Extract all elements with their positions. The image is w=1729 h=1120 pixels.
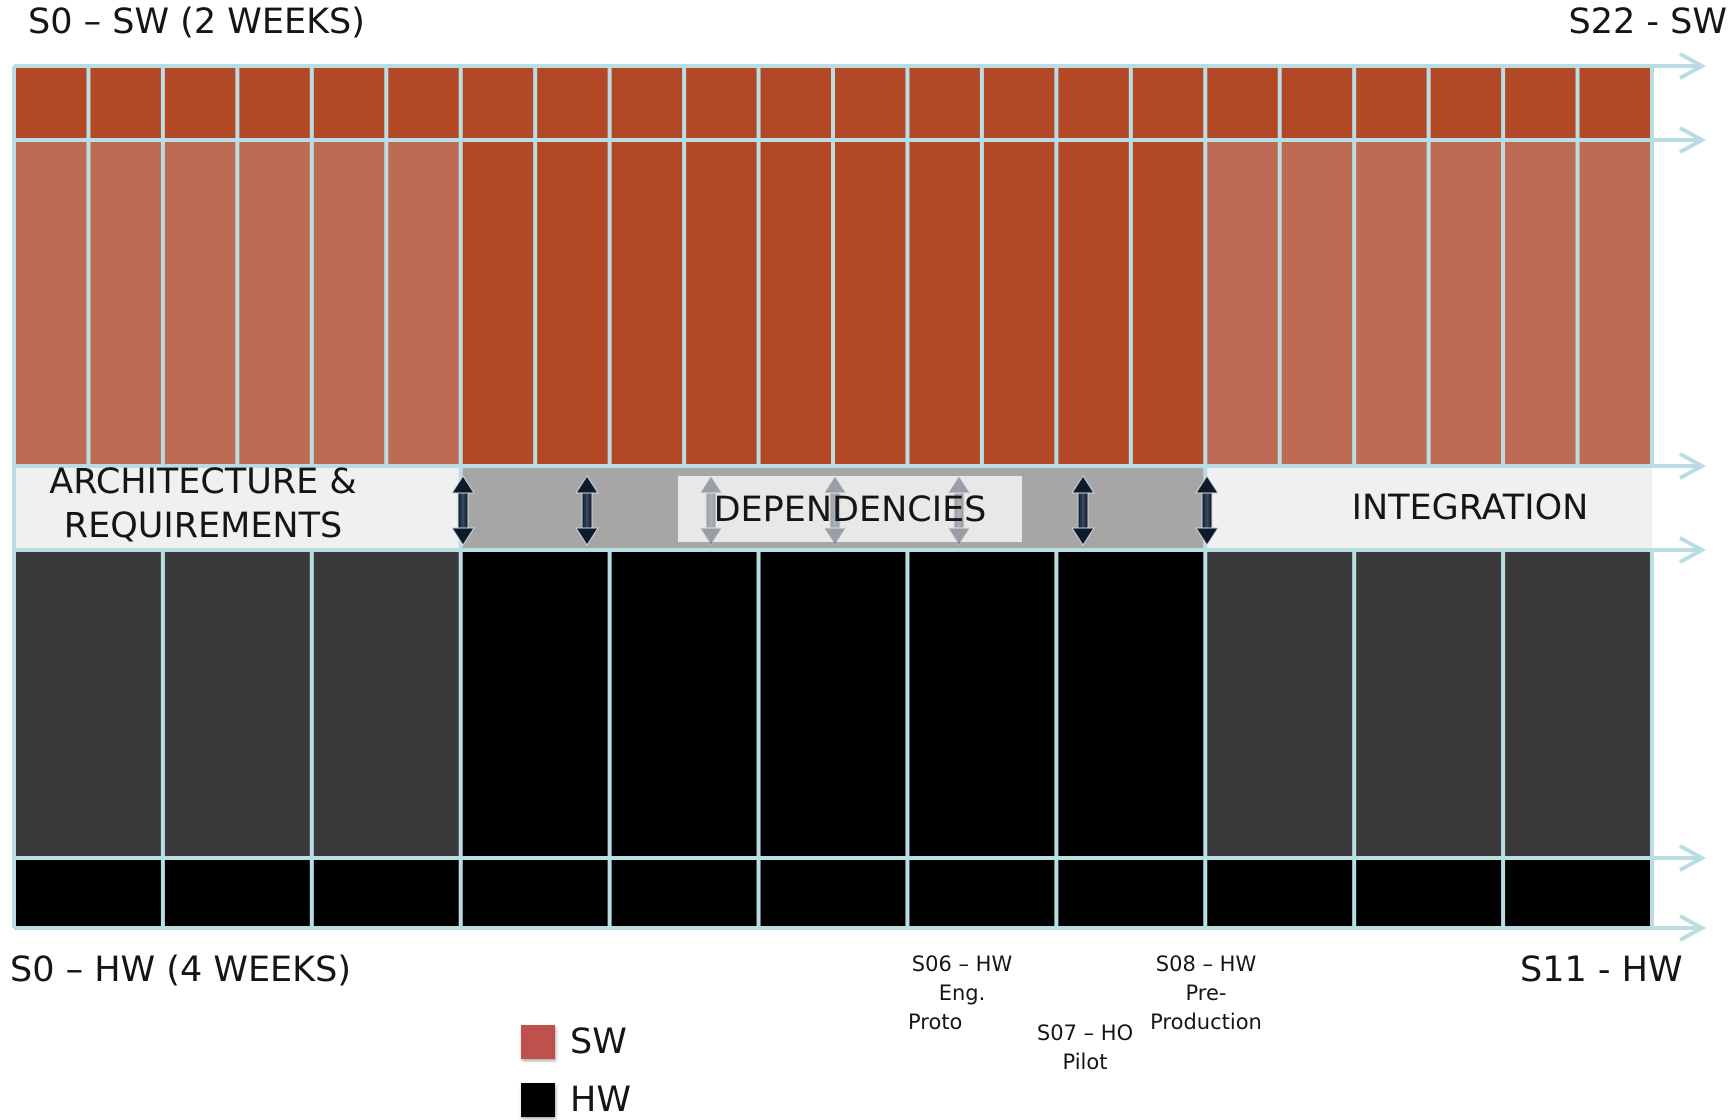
legend-sw-swatch bbox=[521, 1025, 555, 1059]
sprint-grid-lines bbox=[12, 64, 1654, 930]
dependency-arrow bbox=[451, 475, 475, 546]
timeline-arrow-head bbox=[1679, 452, 1707, 480]
sw-start-label: S0 – SW (2 WEEKS) bbox=[28, 2, 365, 42]
timeline-arrow-head bbox=[1679, 914, 1707, 942]
arrow-head-up bbox=[699, 475, 723, 494]
arrow-head-up bbox=[1195, 475, 1219, 494]
milestone-s07-line2: Pilot bbox=[1062, 1050, 1108, 1074]
hw-integration-fill bbox=[1205, 550, 1652, 858]
arrow-shaft bbox=[829, 491, 841, 530]
hw-dependencies-fill bbox=[460, 550, 1206, 858]
milestone-s06: S06 – HW Eng. Proto bbox=[900, 950, 1024, 1034]
hw-sprint-row-bottom bbox=[14, 858, 1652, 928]
hw-architecture-fill bbox=[14, 550, 461, 858]
timeline-arrow-head bbox=[1679, 126, 1707, 154]
arrow-shaft bbox=[581, 491, 593, 530]
arrow-head-down bbox=[823, 527, 847, 546]
arrow-head-up bbox=[823, 475, 847, 494]
legend-hw-swatch bbox=[521, 1083, 555, 1117]
architecture-band bbox=[14, 466, 461, 550]
dependency-arrow bbox=[1195, 475, 1219, 546]
dependency-arrow-faded bbox=[947, 475, 971, 546]
dependency-arrow-faded bbox=[699, 475, 723, 546]
timeline-arrows bbox=[1652, 52, 1707, 942]
legend-hw-label: HW bbox=[570, 1080, 631, 1120]
dependency-arrow bbox=[1071, 475, 1095, 546]
hw-end-label: S11 - HW bbox=[1520, 950, 1683, 990]
arrow-head-up bbox=[947, 475, 971, 494]
hw-sprint-row-main bbox=[14, 550, 1652, 858]
timeline-arrow-head bbox=[1679, 844, 1707, 872]
milestone-s06-line3: Proto bbox=[908, 1010, 963, 1034]
integration-phase-label: INTEGRATION bbox=[1351, 488, 1589, 528]
milestone-s08: S08 – HW Pre- Production bbox=[1138, 950, 1274, 1037]
arrow-head-up bbox=[575, 475, 599, 494]
arrow-head-down bbox=[1195, 527, 1219, 546]
hw-bottom-fill bbox=[14, 858, 1652, 928]
arrow-shaft bbox=[705, 491, 717, 530]
architecture-phase-label: ARCHITECTURE & REQUIREMENTS bbox=[18, 460, 388, 548]
arrow-head-down bbox=[947, 527, 971, 546]
arrow-shaft bbox=[1077, 491, 1089, 530]
integration-band bbox=[1205, 466, 1652, 550]
legend-sw-label: SW bbox=[570, 1022, 627, 1062]
architecture-label-line1: ARCHITECTURE & bbox=[49, 462, 357, 502]
milestone-s06-line2: Eng. bbox=[938, 981, 986, 1005]
arrow-head-up bbox=[1071, 475, 1095, 494]
dependencies-phase-label: DEPENDENCIES bbox=[713, 490, 987, 530]
milestone-s08-line1: S08 – HW bbox=[1155, 952, 1257, 976]
arrow-shaft bbox=[457, 491, 469, 530]
architecture-label-line2: REQUIREMENTS bbox=[63, 506, 343, 546]
arrow-head-down bbox=[451, 527, 475, 546]
timeline-arrow-head bbox=[1679, 536, 1707, 564]
milestone-s06-line1: S06 – HW bbox=[911, 952, 1013, 976]
arrow-head-down bbox=[575, 527, 599, 546]
milestone-s08-line2: Pre- bbox=[1185, 981, 1227, 1005]
milestone-s08-line3: Production bbox=[1150, 1010, 1262, 1034]
arrow-head-down bbox=[699, 527, 723, 546]
milestone-s07: S07 – HO Pilot bbox=[1030, 1019, 1140, 1077]
sw-end-label: S22 - SW bbox=[1568, 2, 1727, 42]
arrow-shaft bbox=[1201, 491, 1213, 530]
hw-start-label: S0 – HW (4 WEEKS) bbox=[10, 950, 351, 990]
dependency-arrow bbox=[575, 475, 599, 546]
arrow-head-up bbox=[451, 475, 475, 494]
dependency-arrows bbox=[451, 475, 1219, 546]
timeline-arrow-head bbox=[1679, 52, 1707, 80]
dependencies-label-box bbox=[678, 476, 1022, 542]
arrow-head-down bbox=[1071, 527, 1095, 546]
dependency-arrow-faded bbox=[823, 475, 847, 546]
milestone-s07-line1: S07 – HO bbox=[1036, 1021, 1134, 1045]
arrow-shaft bbox=[953, 491, 965, 530]
